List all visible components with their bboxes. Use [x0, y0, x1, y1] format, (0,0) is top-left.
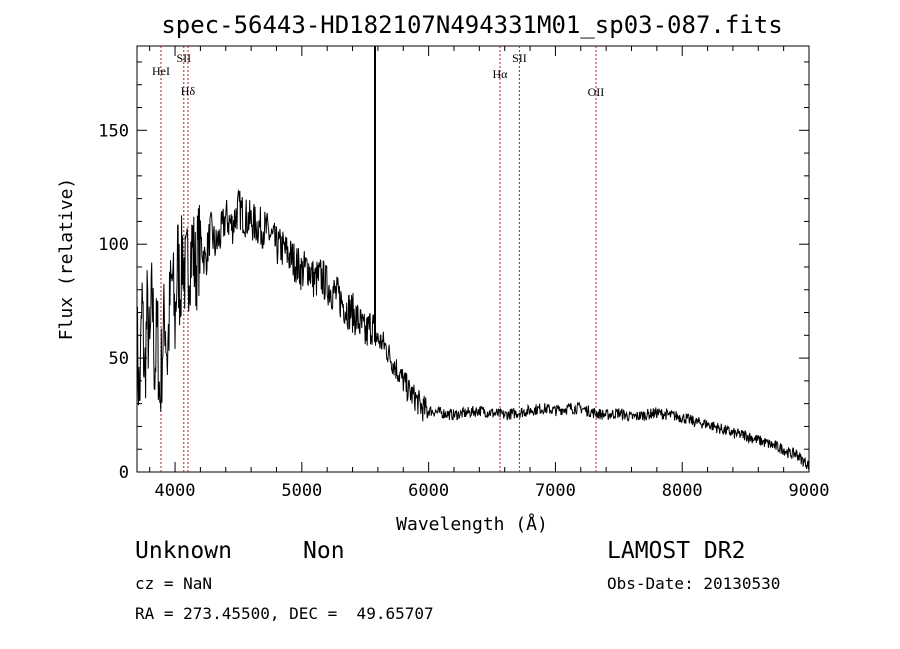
chart-title: spec-56443-HD182107N494331M01_sp03-087.f… [161, 11, 782, 39]
coordinates-label: RA = 273.45500, DEC = 49.65707 [135, 604, 434, 623]
x-tick-label: 9000 [789, 481, 830, 501]
emission-line-label: SII [176, 51, 191, 65]
emission-line-label: HeI [152, 64, 170, 78]
obs-date-label: Obs-Date: 20130530 [607, 574, 781, 593]
y-tick-label: 150 [98, 121, 129, 141]
y-axis: 0 50 100 150 [98, 61, 809, 483]
x-tick-label: 5000 [281, 481, 322, 501]
spectrum-chart: spec-56443-HD182107N494331M01_sp03-087.f… [56, 11, 830, 535]
x-tick-label: 8000 [662, 481, 703, 501]
emission-line-label: SII [512, 51, 527, 65]
class-label: Unknown [135, 538, 232, 564]
spectrum-line [136, 189, 810, 470]
x-axis: 4000 5000 6000 7000 8000 9000 [149, 46, 830, 501]
x-axis-label: Wavelength (Å) [396, 513, 548, 535]
survey-label: LAMOST DR2 [607, 538, 746, 564]
y-tick-label: 0 [119, 463, 129, 483]
y-tick-label: 100 [98, 235, 129, 255]
emission-line-label: OII [588, 85, 605, 99]
x-tick-label: 6000 [408, 481, 449, 501]
emission-line-label: Hδ [181, 84, 196, 98]
emission-line-label: Hα [493, 67, 509, 81]
subclass-label: Non [303, 538, 345, 564]
y-axis-label: Flux (relative) [56, 178, 77, 341]
plot-frame [136, 45, 810, 473]
x-tick-label: 7000 [535, 481, 576, 501]
y-tick-label: 50 [109, 349, 129, 369]
x-tick-label: 4000 [155, 481, 196, 501]
redshift-label: cz = NaN [135, 574, 213, 593]
